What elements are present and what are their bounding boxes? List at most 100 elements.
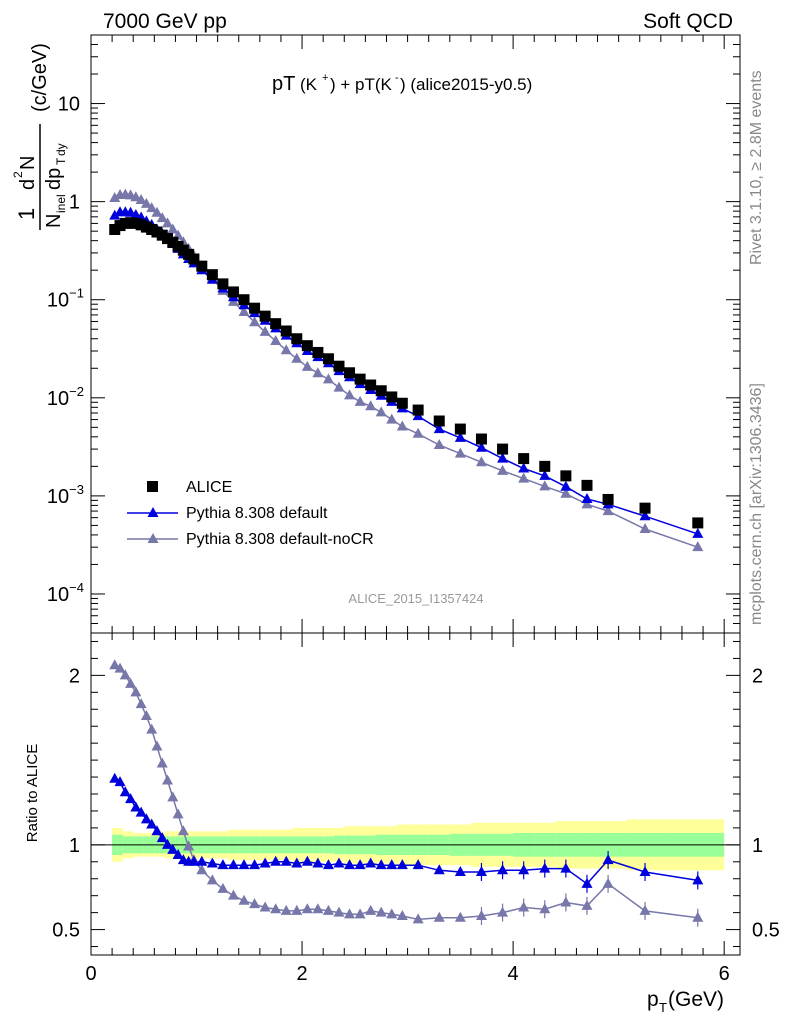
ratio-point-nocr: [130, 686, 142, 697]
ratio-point-nocr: [140, 710, 152, 721]
ratio-point-default: [291, 857, 303, 868]
ratio-point-default: [114, 776, 126, 787]
main-point-nocr: [375, 406, 387, 417]
x-tick-label: 2: [296, 963, 307, 985]
main-point-alice: [386, 391, 398, 403]
ratio-point-nocr: [162, 774, 174, 785]
y-label-unit: (c/GeV): [29, 43, 51, 112]
ratio-point-default: [396, 859, 408, 870]
main-point-alice: [454, 423, 466, 435]
main-point-nocr: [270, 334, 282, 345]
main-point-nocr: [140, 197, 152, 208]
plot-title: pT (K + ) + pT(K - ) (alice2015-y0.5): [272, 72, 532, 95]
ratio-point-nocr: [497, 906, 509, 917]
ratio-point-nocr: [172, 808, 184, 819]
main-point-alice: [291, 333, 303, 345]
x-label-unit: (GeV): [668, 988, 724, 1011]
y-label-den-dy: dy: [54, 143, 68, 156]
ratio-point-default: [259, 857, 271, 868]
ratio-point-default: [322, 859, 334, 870]
main-point-alice: [639, 502, 651, 514]
main-point-nocr: [312, 367, 324, 378]
ratio-point-default: [238, 859, 250, 870]
main-point-alice: [196, 260, 208, 272]
legend-marker-nocr: [147, 533, 159, 543]
ratio-point-default: [135, 806, 147, 817]
main-point-nocr: [518, 472, 530, 483]
main-point-alice: [581, 479, 593, 491]
ratio-point-default: [497, 864, 509, 875]
ratio-point-nocr: [322, 904, 334, 915]
ratio-point-nocr: [146, 723, 158, 734]
main-point-nocr: [386, 413, 398, 424]
main-point-default: [518, 462, 530, 473]
ratio-point-nocr: [365, 904, 377, 915]
ratio-point-nocr: [114, 662, 126, 673]
ratio-point-default: [130, 801, 142, 812]
ratio-point-default: [312, 857, 324, 868]
main-point-nocr: [475, 456, 487, 467]
ratio-point-default: [344, 859, 356, 870]
main-point-alice: [206, 269, 218, 281]
ratio-point-nocr: [518, 901, 530, 912]
ratio-point-nocr: [177, 825, 189, 836]
main-point-alice: [396, 397, 408, 409]
plot-title-pt: pT: [272, 73, 295, 95]
main-point-nocr: [259, 325, 271, 336]
main-point-nocr: [135, 193, 147, 204]
x-label-T: T: [659, 1000, 667, 1015]
ratio-bands: [91, 819, 740, 871]
legend-label-default: Pythia 8.308 default: [186, 505, 328, 522]
ratio-point-nocr: [581, 899, 593, 910]
ratio-point-default: [602, 854, 614, 865]
main-point-alice: [365, 379, 377, 391]
ratio-point-nocr: [560, 896, 572, 907]
main-point-nocr: [109, 191, 121, 202]
ratio-point-default: [433, 864, 445, 875]
main-point-nocr: [291, 352, 303, 363]
ratio-line-nocr: [114, 664, 698, 921]
ratio-point-default: [386, 859, 398, 870]
main-series: [109, 188, 704, 552]
ratio-panel-frame: [90, 632, 741, 956]
main-point-alice: [333, 360, 345, 372]
y-axis-label: 1 d 2 N N inel dp T dy (c/GeV): [11, 43, 68, 230]
main-point-alice: [280, 325, 292, 337]
ratio-point-default: [280, 855, 292, 866]
ratio-point-nocr: [639, 904, 651, 915]
main-point-nocr: [433, 439, 445, 450]
main-point-alice: [497, 443, 509, 455]
ratio-point-default: [196, 855, 208, 866]
main-point-alice: [518, 453, 530, 465]
main-point-nocr: [151, 206, 163, 217]
main-point-default: [692, 527, 704, 538]
ratio-point-nocr: [259, 901, 271, 912]
ratio-y-label: Ratio to ALICE: [24, 744, 41, 842]
main-point-nocr: [249, 316, 261, 327]
ratio-point-nocr: [433, 911, 445, 922]
ratio-point-nocr: [109, 659, 121, 670]
y-tick-label-main: 10: [58, 94, 80, 116]
legend-label-nocr: Pythia 8.308 default-noCR: [186, 531, 374, 548]
x-tick-label: 6: [719, 963, 730, 985]
main-point-nocr: [354, 395, 366, 406]
ratio-point-default: [333, 857, 345, 868]
ratio-point-default: [412, 859, 424, 870]
main-point-nocr: [560, 487, 572, 498]
ratio-point-default: [140, 813, 152, 824]
ratio-point-nocr: [135, 698, 147, 709]
main-point-alice: [375, 385, 387, 397]
ratio-point-default: [639, 865, 651, 876]
main-point-nocr: [581, 498, 593, 509]
y-tick-label-ratio-right: 2: [752, 665, 763, 687]
main-point-alice: [412, 404, 424, 416]
ratio-point-default: [167, 843, 179, 854]
main-point-nocr: [602, 505, 614, 516]
ratio-point-default: [109, 772, 121, 783]
ratio-point-default: [518, 864, 530, 875]
y-tick-label-main: 1: [69, 192, 80, 214]
main-point-nocr: [280, 344, 292, 355]
ratio-point-nocr: [119, 669, 131, 680]
ratio-point-nocr: [333, 906, 345, 917]
ratio-point-nocr: [475, 910, 487, 921]
